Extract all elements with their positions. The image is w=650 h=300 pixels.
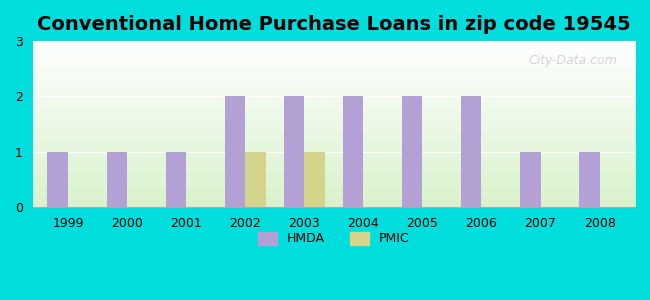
Bar (579, 152, 599, 207)
Text: City-Data.com: City-Data.com (528, 54, 617, 68)
Bar (283, 96, 304, 207)
Bar (402, 96, 422, 207)
Bar (343, 96, 363, 207)
Bar (47, 152, 68, 207)
Legend: HMDA, PMIC: HMDA, PMIC (254, 227, 415, 250)
Bar (520, 152, 541, 207)
Bar (304, 152, 325, 207)
Bar (225, 96, 245, 207)
Bar (166, 152, 187, 207)
Bar (461, 96, 482, 207)
Bar (107, 152, 127, 207)
Bar (245, 152, 266, 207)
Title: Conventional Home Purchase Loans in zip code 19545: Conventional Home Purchase Loans in zip … (37, 15, 630, 34)
